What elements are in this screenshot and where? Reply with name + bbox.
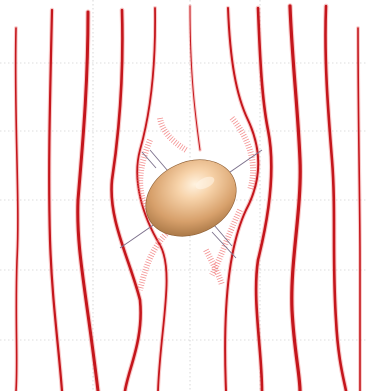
axis-line bbox=[141, 151, 157, 169]
particle-highlight bbox=[195, 176, 215, 190]
streamline bbox=[254, 6, 273, 391]
velocity-ribbon bbox=[137, 229, 171, 291]
streamline bbox=[48, 8, 64, 391]
streamline bbox=[14, 27, 19, 391]
streamline-halo bbox=[188, 4, 202, 152]
velocity-ribbon bbox=[203, 248, 225, 286]
streamlines-group bbox=[13, 3, 362, 391]
streamline bbox=[288, 4, 302, 391]
axis-line bbox=[211, 231, 237, 259]
streamline bbox=[324, 4, 348, 391]
streamline bbox=[224, 7, 260, 391]
streamline bbox=[76, 10, 100, 391]
ellipsoid-particle bbox=[145, 159, 237, 237]
streamline bbox=[189, 5, 201, 151]
streamline bbox=[357, 27, 361, 391]
streamline bbox=[110, 8, 142, 391]
velocity-ribbon bbox=[157, 117, 188, 153]
streamline-halo bbox=[109, 7, 144, 391]
velocity-ribbon bbox=[229, 116, 257, 191]
